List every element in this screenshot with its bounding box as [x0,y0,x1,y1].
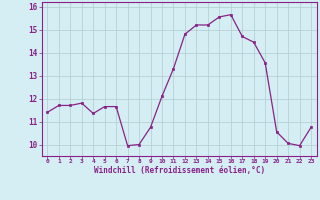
X-axis label: Windchill (Refroidissement éolien,°C): Windchill (Refroidissement éolien,°C) [94,166,265,175]
